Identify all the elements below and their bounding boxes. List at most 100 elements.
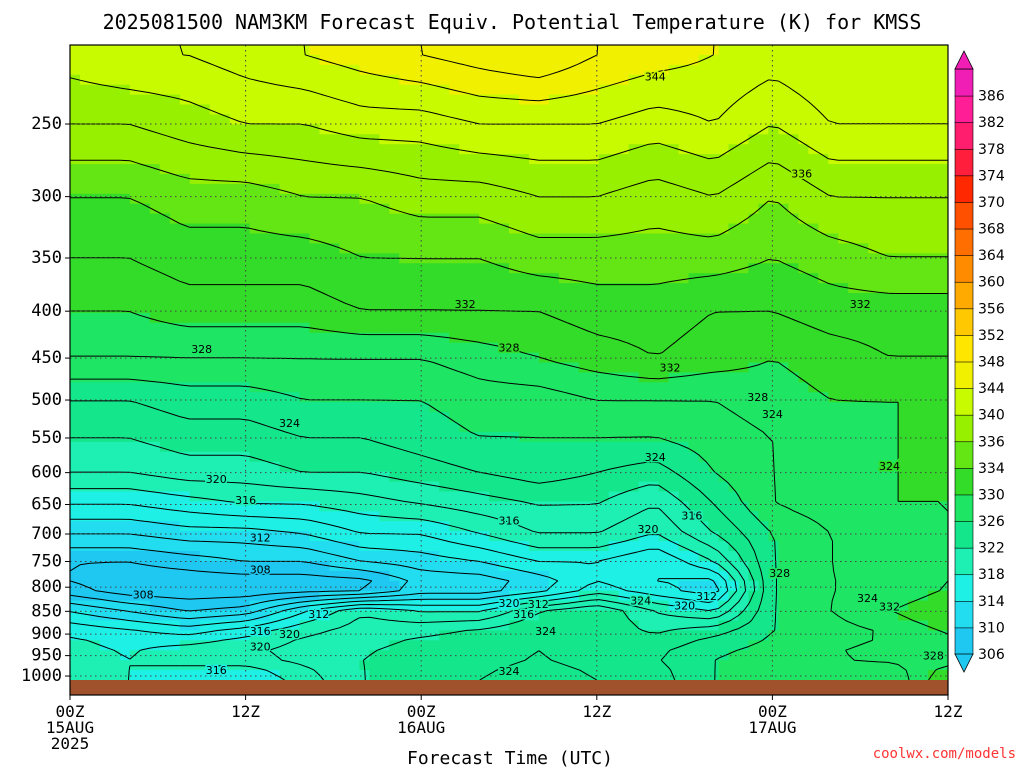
field-cell [79, 541, 91, 552]
field-cell [928, 551, 939, 562]
field-cell [908, 64, 919, 76]
field-cell [818, 45, 829, 56]
field-cell [139, 431, 151, 443]
field-cell [279, 342, 291, 354]
field-cell [788, 322, 799, 334]
field-cell [538, 531, 550, 542]
field-cell [678, 600, 690, 612]
field-cell [119, 322, 131, 334]
field-cell [738, 322, 750, 334]
field-cell [698, 501, 710, 512]
field-cell [568, 293, 580, 304]
field-cell [139, 382, 151, 393]
field-cell [439, 521, 450, 532]
field-cell [728, 45, 740, 56]
field-cell [618, 45, 630, 56]
field-cell [219, 531, 231, 542]
field-cell [479, 541, 490, 552]
field-cell [269, 312, 281, 324]
field-cell [179, 144, 191, 155]
field-cell [289, 213, 301, 225]
field-cell [528, 392, 540, 403]
field-cell [688, 412, 700, 423]
field-cell [89, 173, 101, 185]
field-cell [578, 362, 590, 374]
field-cell [668, 74, 680, 86]
field-cell [349, 392, 360, 403]
field-cell [878, 521, 889, 532]
field-cell [419, 124, 430, 135]
field-cell [419, 362, 430, 374]
field-cell [499, 74, 510, 86]
field-cell [668, 422, 680, 433]
field-cell [538, 243, 550, 254]
field-cell [918, 580, 929, 592]
field-cell [568, 84, 580, 96]
field-cell [489, 362, 500, 374]
field-cell [159, 74, 171, 86]
field-cell [319, 422, 331, 433]
field-cell [568, 441, 580, 453]
field-cell [728, 203, 740, 215]
field-cell [419, 54, 430, 66]
field-cell [708, 352, 720, 364]
field-cell [648, 332, 660, 344]
field-cell [239, 134, 251, 145]
field-cell [199, 342, 211, 354]
field-cell [928, 253, 939, 264]
field-cell [568, 570, 580, 582]
field-cell [259, 541, 271, 552]
field-cell [528, 412, 540, 423]
field-cell [219, 501, 231, 512]
field-cell [728, 144, 740, 155]
field-cell [479, 104, 490, 116]
field-cell [429, 283, 440, 294]
field-cell [598, 173, 610, 185]
field-cell [838, 382, 849, 393]
field-cell [588, 154, 600, 165]
field-cell [289, 580, 301, 592]
field-cell [768, 560, 779, 572]
field-cell [139, 461, 151, 473]
field-cell [618, 104, 630, 116]
field-cell [538, 263, 550, 274]
field-cell [898, 382, 909, 393]
field-cell [349, 322, 360, 334]
field-cell [858, 283, 869, 294]
field-cell [439, 104, 450, 116]
field-cell [299, 521, 311, 532]
field-cell [419, 332, 430, 344]
field-cell [908, 382, 919, 393]
field-cell [918, 531, 929, 542]
field-cell [718, 183, 730, 195]
field-cell [548, 243, 560, 254]
field-cell [748, 570, 760, 582]
field-cell [528, 183, 540, 195]
field-cell [169, 193, 181, 205]
field-cell [99, 283, 111, 294]
field-cell [99, 302, 111, 314]
field-cell [89, 402, 101, 413]
field-cell [718, 382, 730, 393]
field-cell [918, 45, 929, 56]
field-cell [469, 422, 480, 433]
field-cell [70, 332, 81, 344]
field-cell [868, 332, 879, 344]
field-cell [469, 203, 480, 215]
field-cell [798, 382, 809, 393]
field-cell [518, 342, 530, 354]
field-cell [339, 203, 350, 215]
field-cell [918, 193, 929, 205]
field-cell [429, 392, 440, 403]
field-cell [249, 263, 261, 274]
field-cell [578, 551, 590, 562]
field-cell [938, 551, 948, 562]
field-cell [219, 45, 231, 56]
field-cell [758, 352, 770, 364]
field-cell [109, 104, 121, 116]
field-cell [548, 154, 560, 165]
field-cell [249, 233, 261, 245]
field-cell [808, 84, 819, 96]
field-cell [179, 45, 191, 56]
field-cell [119, 94, 131, 106]
